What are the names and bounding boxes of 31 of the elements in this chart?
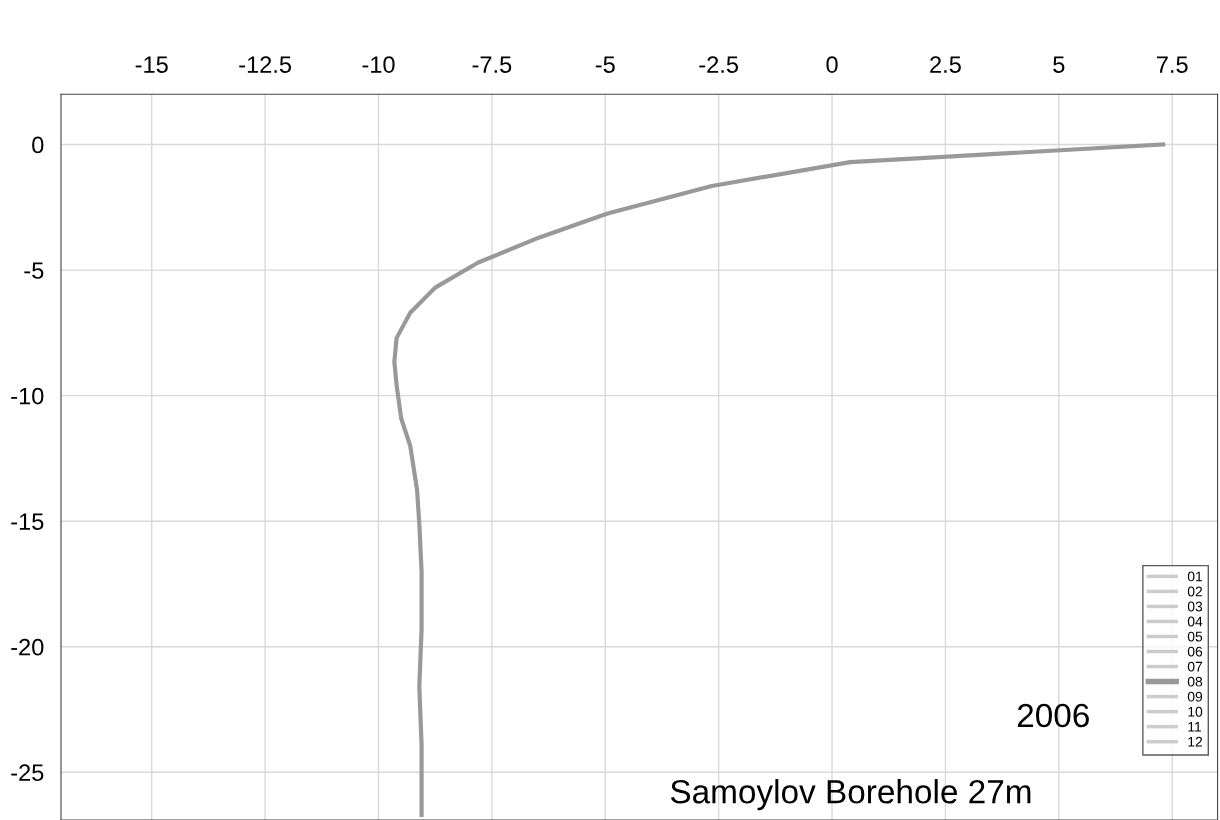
legend-label: 09	[1187, 691, 1203, 702]
x-tick-label: -7.5	[472, 56, 512, 73]
x-tick-label: -5	[595, 56, 615, 73]
y-tick-label: 0	[32, 136, 44, 154]
legend-label: 10	[1188, 706, 1203, 717]
legend-label: 08	[1187, 676, 1203, 687]
x-tick-label: 7.5	[1157, 56, 1188, 73]
legend-label: 06	[1187, 646, 1203, 657]
legend-label: 07	[1187, 661, 1203, 672]
y-tick-label: -20	[11, 638, 44, 656]
y-tick-label: -5	[24, 262, 44, 279]
legend-label: 04	[1187, 616, 1203, 627]
x-tick-label: -10	[362, 56, 395, 73]
legend-label: 03	[1187, 601, 1203, 612]
x-tick-label: -2.5	[699, 56, 739, 73]
y-tick-label: -10	[11, 387, 44, 405]
legend-label: 01	[1187, 571, 1203, 582]
y-tick-label: -15	[11, 513, 44, 530]
x-tick-label: 5	[1053, 56, 1065, 73]
x-tick-label: 2.5	[930, 56, 961, 73]
x-tick-label: -15	[135, 56, 168, 73]
x-tick-label: 0	[826, 56, 838, 73]
legend-label: 11	[1188, 721, 1202, 732]
y-tick-label: -25	[11, 764, 44, 782]
legend-label: 12	[1188, 736, 1203, 747]
legend-label: 02	[1187, 586, 1203, 597]
line-series	[392, 142, 1166, 818]
legend-label: 05	[1187, 631, 1203, 642]
annotation: Samoylov Borehole 27m	[670, 779, 1031, 811]
x-tick-label: -12.5	[239, 56, 292, 73]
annotation: 2006	[1017, 703, 1089, 728]
